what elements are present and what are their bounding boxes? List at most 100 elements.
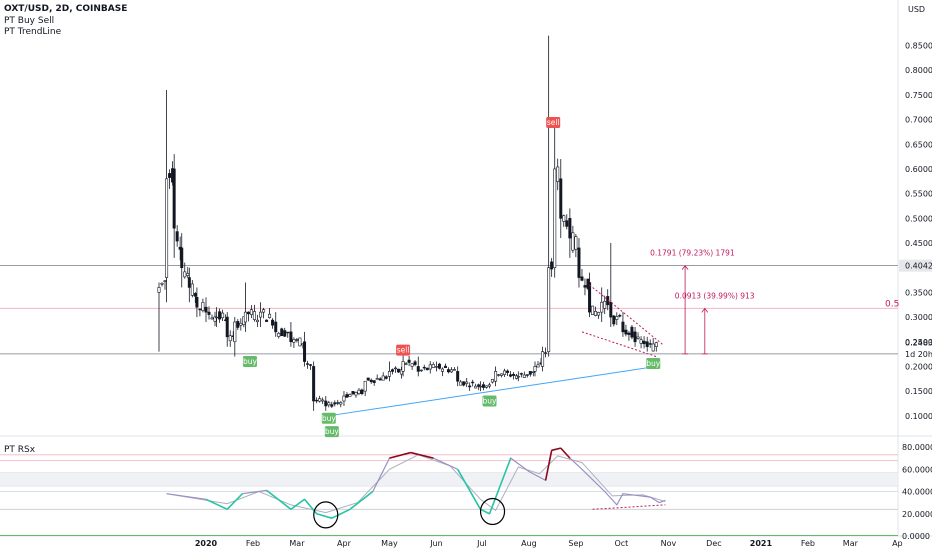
candle-body	[591, 305, 595, 315]
candle-body	[533, 366, 537, 372]
candle-body	[425, 367, 429, 371]
candle-body	[639, 339, 643, 344]
candle-body	[345, 394, 349, 398]
candle-body	[330, 404, 334, 407]
candle-body	[615, 316, 619, 320]
osc-extreme-segment	[349, 490, 374, 510]
candle-body	[268, 313, 272, 318]
candle-body	[600, 301, 604, 313]
candle-body	[443, 365, 447, 368]
candle-body	[246, 311, 250, 315]
candle-body	[416, 366, 420, 372]
candle-body	[410, 363, 414, 367]
buy-signal: buy	[324, 426, 339, 438]
candle-body	[465, 381, 469, 384]
candle-body	[645, 341, 649, 347]
time-tick-label: Aug	[521, 539, 537, 548]
indicator-rsx[interactable]: PT RSx	[4, 445, 36, 455]
price-tick-label: 0.8500	[905, 42, 932, 51]
price-tick-label: 0.1500	[905, 387, 932, 396]
grid-layer	[0, 0, 932, 537]
osc-highlight-circle	[313, 501, 339, 529]
price-tick-label: 0.2500	[905, 338, 932, 347]
candle-body	[428, 364, 432, 370]
osc-highlight-circle	[479, 497, 506, 526]
candle-body	[175, 231, 179, 242]
candle-body	[315, 399, 319, 402]
candle-body	[509, 374, 513, 377]
candle-body	[452, 369, 456, 371]
candle-body	[547, 267, 551, 352]
candle-body	[204, 306, 208, 313]
candle-body	[289, 331, 293, 343]
price-tick-label: 0.6000	[905, 165, 932, 174]
candle-body	[531, 371, 535, 373]
time-tick-label: Apr	[337, 539, 352, 548]
candle-body	[221, 312, 225, 319]
candle-body	[487, 384, 491, 387]
osc-extreme-segment	[226, 493, 243, 510]
candle-body	[348, 394, 352, 397]
candle-body	[160, 282, 164, 285]
candle-body	[497, 374, 501, 376]
time-tick-label: May	[381, 539, 398, 548]
osc-extreme-segment	[551, 447, 561, 452]
candle-body	[309, 364, 313, 366]
candle-body	[333, 402, 337, 405]
indicator-buy-sell[interactable]: PT Buy Sell	[4, 16, 55, 26]
candle-body	[636, 336, 640, 339]
level-badge	[899, 259, 932, 272]
candle-body	[280, 328, 284, 337]
candle-body	[243, 311, 247, 323]
price-tick-label: 0.3000	[905, 313, 932, 322]
candle-body	[446, 369, 450, 373]
osc-extreme-segment	[303, 498, 318, 515]
candle-body	[490, 378, 494, 383]
candle-body	[574, 236, 578, 250]
candle-body	[292, 339, 296, 343]
osc-tick-label: 80.0000	[902, 443, 932, 452]
osc-tick-label: 20.0000	[902, 510, 932, 519]
candle-body	[201, 302, 205, 311]
time-tick-label: Oct	[614, 539, 628, 548]
measure-label: 0.1791 (79.23%) 1791	[650, 249, 735, 258]
candle-body	[577, 247, 581, 278]
candle-body	[233, 321, 237, 343]
osc-extreme-segment	[290, 498, 306, 510]
osc-divergence-line	[592, 504, 666, 510]
last-price-label: 0.2483	[905, 339, 932, 348]
candle-body	[271, 319, 275, 326]
candle-body	[225, 316, 229, 338]
candle-body	[396, 368, 400, 373]
candle-body	[259, 311, 263, 318]
candle-body	[434, 366, 438, 368]
signal-badge	[646, 357, 661, 369]
osc-extreme-segment	[266, 489, 292, 510]
osc-tick-label: 0.0000	[902, 532, 930, 541]
osc-extreme-segment	[544, 450, 553, 481]
measure-label: 0.0913 (39.99%) 913	[675, 291, 755, 300]
candle-body	[556, 166, 560, 182]
signal-label: sell	[397, 346, 410, 355]
candle-body	[512, 373, 516, 376]
indicator-trendline[interactable]: PT TrendLine	[4, 27, 62, 37]
signal-badge	[324, 426, 339, 438]
candle-body	[384, 376, 388, 379]
candle-body	[277, 333, 281, 337]
osc-extreme-segment	[488, 457, 512, 515]
candle-body	[544, 352, 548, 354]
candle-body	[351, 391, 355, 395]
signals-layer: buy buy buy sell buy sell buy	[242, 117, 661, 438]
candle-body	[168, 173, 172, 178]
buy-signal: buy	[242, 356, 258, 367]
osc-extreme-segment	[410, 451, 434, 459]
candle-body	[419, 369, 423, 372]
candle-body	[459, 381, 463, 386]
candle-body	[618, 315, 622, 317]
time-tick-label: Mar	[289, 539, 305, 548]
candle-body	[324, 400, 328, 407]
candle-body	[624, 329, 628, 335]
candle-body	[295, 339, 299, 341]
